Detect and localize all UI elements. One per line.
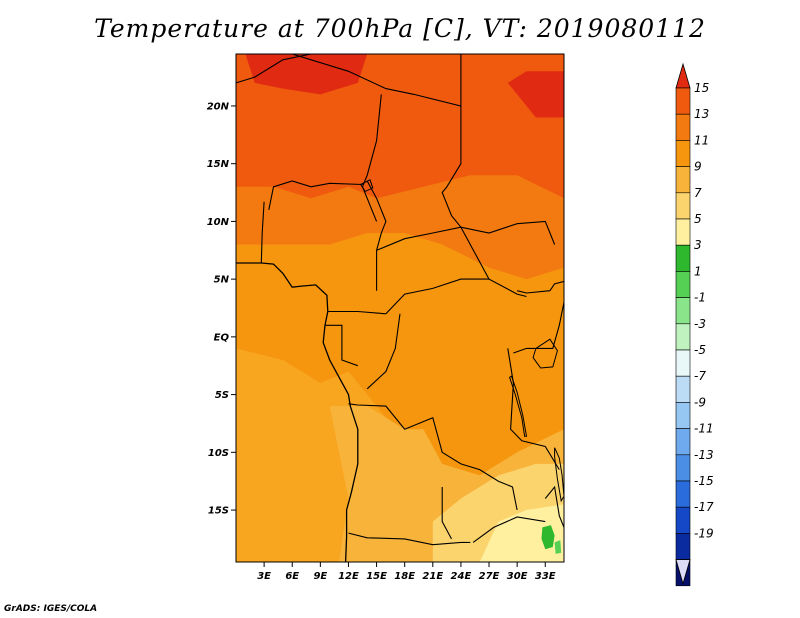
colorbar-label: 3: [694, 238, 702, 252]
border-line-19: [513, 302, 564, 354]
border-line-17: [472, 516, 546, 543]
border-line-18: [507, 348, 560, 470]
colorbar-swatch: [675, 297, 691, 325]
colorbar-swatch: [675, 323, 691, 351]
colorbar-label: -17: [694, 500, 714, 514]
border-line-13: [366, 313, 401, 390]
border-line-8: [460, 226, 527, 298]
colorbar-label: 1: [694, 264, 702, 278]
border-line-21: [544, 485, 564, 528]
map-border: [235, 53, 565, 563]
colorbar-arrow-top: [675, 62, 691, 89]
colorbar-swatch: [675, 375, 691, 403]
colorbar-swatch: [675, 244, 691, 272]
colorbar-swatch: [675, 480, 691, 508]
axes: 3E 6E 9E 12E 15E 18E 21E 24E 27E 30E 33E 20N 15N 10N 5…: [207, 101, 556, 582]
lake-victoria: [532, 338, 558, 369]
colorbar-label: -3: [694, 317, 706, 331]
colorbar-label: -7: [694, 369, 706, 383]
y-tick-label: 5S: [215, 390, 229, 401]
map-field: [236, 54, 564, 562]
border-line-10: [385, 278, 489, 315]
colorbar-swatch: [675, 428, 691, 456]
colorbar-label: -19: [694, 526, 714, 540]
border-line-1: [292, 54, 462, 107]
border-line-11: [327, 310, 386, 315]
colorbar-label: 5: [694, 212, 702, 226]
lake-tanganyika: [509, 375, 528, 437]
credit-text: GrADS: IGES/COLA: [4, 604, 98, 614]
colorbar-label: 9: [694, 160, 702, 174]
border-line-16: [441, 487, 452, 540]
colorbar-swatch: [675, 192, 691, 220]
colorbar-label: 7: [694, 186, 702, 200]
colorbar-swatch: [675, 113, 691, 141]
colorbar-label: 13: [694, 107, 709, 121]
y-tick-label: 5N: [214, 275, 230, 286]
lake-malawi: [554, 447, 564, 503]
x-tick-label: 15E: [366, 571, 387, 582]
colorbar-swatch: [675, 271, 691, 298]
colorbar-swatch: [675, 140, 691, 167]
colorbar-swatch: [675, 402, 691, 429]
chart-title: Temperature at 700hPa [C], VT: 201908011…: [94, 14, 706, 43]
x-tick-label: 12E: [338, 571, 359, 582]
colorbar-label: -9: [694, 395, 706, 409]
colorbar-swatch: [675, 87, 691, 115]
x-tick-label: 9E: [313, 571, 327, 582]
colorbar-swatch: [675, 454, 691, 482]
y-tick-label: 20N: [207, 101, 230, 112]
y-tick-label: 15S: [208, 506, 229, 517]
x-tick-label: 33E: [535, 571, 556, 582]
spot-malawi: [541, 525, 555, 550]
colorbar-label: -1: [694, 291, 706, 305]
border-line-7: [376, 226, 462, 251]
border-line-5: [260, 201, 265, 264]
colorbar-swatch: [675, 349, 691, 377]
border-line-15: [348, 532, 471, 546]
colorbar-label: 15: [694, 81, 709, 95]
x-tick-label: 18E: [394, 571, 415, 582]
y-tick-label: 10N: [207, 217, 230, 228]
y-tick-label: 10S: [208, 448, 229, 459]
lake-chad: [359, 179, 374, 193]
colorbar-swatch: [675, 166, 691, 194]
band-southeast-light: [479, 504, 564, 562]
border-line-9: [460, 220, 556, 245]
x-tick-label: 3E: [257, 571, 271, 582]
map-frame: [235, 53, 565, 563]
colorbar-label: -13: [694, 448, 714, 462]
x-tick-label: 21E: [422, 571, 443, 582]
colorbar-label: -15: [694, 474, 714, 488]
colorbar-swatch: [675, 506, 691, 534]
x-tick-label: 6E: [285, 571, 299, 582]
border-line-14: [348, 403, 518, 511]
border-line-4: [268, 180, 363, 211]
colorbar-arrow-bottom: [675, 559, 691, 586]
border-line-12: [325, 324, 358, 367]
x-tick-label: 27E: [479, 571, 500, 582]
colorbar-label: -11: [694, 422, 714, 436]
border-line-0: [236, 54, 312, 84]
colorbar-swatch: [675, 533, 691, 560]
coastline: [236, 262, 359, 562]
colorbar-swatch: [675, 218, 691, 246]
y-tick-label: 15N: [207, 159, 230, 170]
x-tick-label: 30E: [507, 571, 528, 582]
colorbar-label: -5: [694, 343, 706, 357]
x-tick-label: 24E: [451, 571, 472, 582]
border-line-6: [366, 180, 387, 291]
spot-east-lake: [554, 540, 562, 554]
band-northeast-hot: [507, 71, 564, 118]
colorbar-label: 11: [694, 133, 709, 147]
colorbar: 15 13 11 9 7 5 3 1 -1 -3 -5 -7 -9 -11 -13 -15 -17 -19: [675, 62, 714, 587]
border-line-3: [361, 94, 382, 222]
border-line-2: [441, 106, 462, 228]
border-line-20: [516, 280, 564, 294]
y-tick-label: EQ: [214, 332, 230, 343]
